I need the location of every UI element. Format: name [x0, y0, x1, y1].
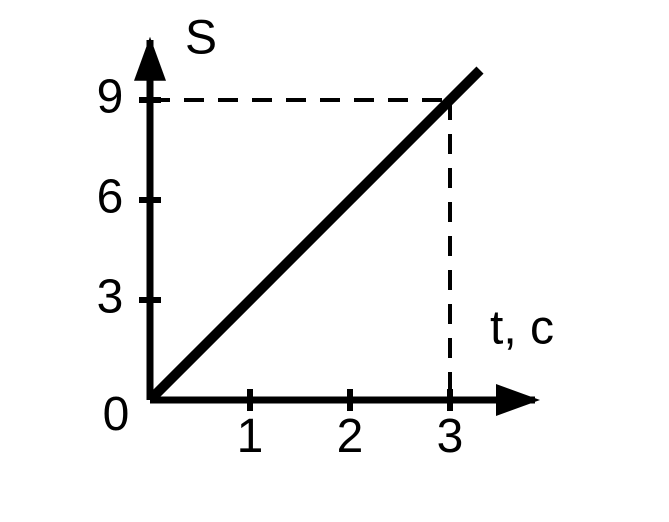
- y-axis-label: S: [185, 11, 217, 64]
- x-tick-label: 1: [237, 410, 264, 463]
- st-chart: 1 2 3 3 6 9 0 St, c: [0, 0, 669, 522]
- x-tick-label: 3: [437, 410, 464, 463]
- y-tick-label: 9: [97, 71, 124, 124]
- origin-label: 0: [103, 388, 130, 441]
- y-tick-label: 3: [97, 271, 124, 324]
- y-axis-arrow: [134, 37, 166, 81]
- x-axis-label: t, c: [490, 301, 554, 354]
- data-line: [150, 70, 480, 400]
- x-axis-arrow: [496, 384, 540, 416]
- x-tick-label: 2: [337, 410, 364, 463]
- y-tick-label: 6: [97, 171, 124, 224]
